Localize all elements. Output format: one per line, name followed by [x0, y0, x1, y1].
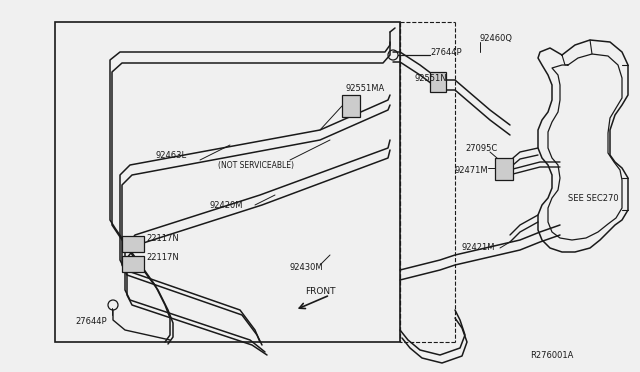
Text: SEE SEC270: SEE SEC270: [568, 193, 619, 202]
Text: 27095C: 27095C: [465, 144, 497, 153]
Text: 92420M: 92420M: [210, 201, 243, 209]
Text: 22117N: 22117N: [146, 234, 179, 243]
Text: 92551N: 92551N: [415, 74, 447, 83]
Text: 92430M: 92430M: [290, 263, 324, 273]
Text: 92460Q: 92460Q: [480, 33, 513, 42]
Text: R276001A: R276001A: [530, 350, 573, 359]
Text: 92471M: 92471M: [455, 166, 488, 174]
Text: FRONT: FRONT: [305, 288, 335, 296]
Bar: [342, 95, 360, 117]
Text: 92421M: 92421M: [462, 244, 495, 253]
Text: (NOT SERVICEABLE): (NOT SERVICEABLE): [218, 160, 294, 170]
Bar: [122, 256, 144, 272]
Bar: [55, 22, 400, 342]
Text: 27644P: 27644P: [75, 317, 107, 327]
Bar: [495, 158, 513, 180]
Text: 92551MA: 92551MA: [346, 83, 385, 93]
Text: 22117N: 22117N: [146, 253, 179, 263]
Bar: [430, 72, 446, 92]
Text: 27644P: 27644P: [430, 48, 461, 57]
Text: 92463L: 92463L: [155, 151, 186, 160]
Bar: [122, 236, 144, 252]
